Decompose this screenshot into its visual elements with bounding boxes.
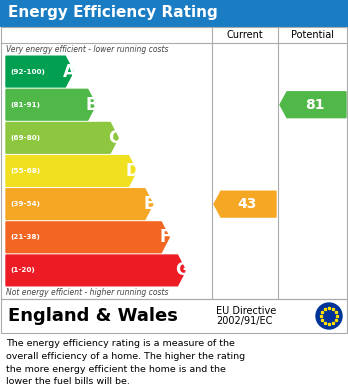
Text: Very energy efficient - lower running costs: Very energy efficient - lower running co… bbox=[6, 45, 168, 54]
Text: Energy Efficiency Rating: Energy Efficiency Rating bbox=[8, 5, 218, 20]
Text: 2002/91/EC: 2002/91/EC bbox=[216, 316, 272, 326]
Text: The energy efficiency rating is a measure of the: The energy efficiency rating is a measur… bbox=[6, 339, 235, 348]
Polygon shape bbox=[280, 92, 346, 118]
Text: (39-54): (39-54) bbox=[10, 201, 40, 207]
Text: (21-38): (21-38) bbox=[10, 234, 40, 240]
Text: EU Directive: EU Directive bbox=[216, 306, 276, 316]
Polygon shape bbox=[214, 191, 276, 217]
Polygon shape bbox=[6, 189, 153, 219]
Bar bbox=[1, 27, 347, 299]
Polygon shape bbox=[6, 222, 169, 253]
Text: A: A bbox=[63, 63, 76, 81]
Text: C: C bbox=[108, 129, 120, 147]
Text: (81-91): (81-91) bbox=[10, 102, 40, 108]
Text: Not energy efficient - higher running costs: Not energy efficient - higher running co… bbox=[6, 288, 168, 297]
Text: (92-100): (92-100) bbox=[10, 68, 45, 75]
Text: B: B bbox=[86, 96, 98, 114]
Text: (69-80): (69-80) bbox=[10, 135, 40, 141]
Text: overall efficiency of a home. The higher the rating: overall efficiency of a home. The higher… bbox=[6, 352, 245, 361]
Text: Potential: Potential bbox=[292, 30, 334, 40]
Bar bbox=[0, 0, 348, 26]
Text: (55-68): (55-68) bbox=[10, 168, 40, 174]
Text: lower the fuel bills will be.: lower the fuel bills will be. bbox=[6, 377, 130, 386]
Polygon shape bbox=[6, 89, 96, 120]
Text: (1-20): (1-20) bbox=[10, 267, 35, 273]
Text: 43: 43 bbox=[237, 197, 257, 211]
Text: E: E bbox=[143, 195, 155, 213]
Circle shape bbox=[316, 303, 342, 329]
Polygon shape bbox=[6, 255, 185, 286]
Polygon shape bbox=[6, 56, 73, 87]
Polygon shape bbox=[6, 122, 118, 153]
Text: G: G bbox=[175, 262, 188, 280]
Text: the more energy efficient the home is and the: the more energy efficient the home is an… bbox=[6, 364, 226, 373]
Text: England & Wales: England & Wales bbox=[8, 307, 178, 325]
Text: F: F bbox=[159, 228, 171, 246]
Polygon shape bbox=[6, 156, 136, 187]
Text: Current: Current bbox=[227, 30, 263, 40]
Text: 81: 81 bbox=[305, 98, 325, 112]
Text: D: D bbox=[126, 162, 140, 180]
Bar bbox=[1, 299, 347, 333]
